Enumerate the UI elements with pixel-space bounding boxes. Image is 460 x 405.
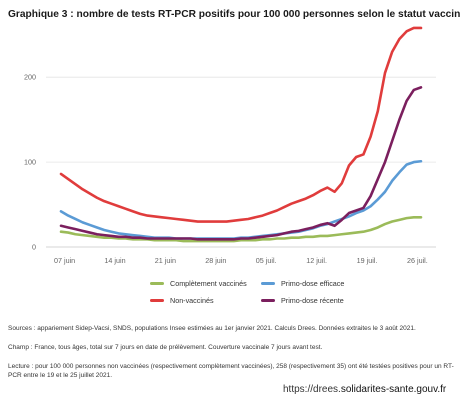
y-tick-label: 100	[24, 158, 36, 167]
sources-note: Sources : appariement Sidep-Vacsi, SNDS,…	[8, 325, 416, 332]
series-line-0	[59, 215, 423, 243]
source-url[interactable]: https://drees.solidarites-sante.gouv.fr	[283, 384, 446, 395]
y-tick-label: 0	[32, 243, 36, 252]
chart-grid	[46, 76, 436, 248]
x-tick-label: 07 juin	[54, 256, 75, 265]
chart-series-lines	[59, 26, 423, 243]
legend-swatch	[261, 299, 275, 302]
legend-swatch	[150, 282, 164, 285]
y-tick-label: 200	[24, 73, 36, 82]
legend-item-completement-vaccines: Complètement vaccinés	[150, 279, 247, 288]
legend-item-primo-dose-efficace: Primo-dose efficace	[261, 279, 344, 288]
legend-label: Complètement vaccinés	[170, 279, 247, 288]
x-tick-label: 28 juin	[205, 256, 226, 265]
legend-swatch	[150, 299, 164, 302]
lecture-note: Lecture : pour 100 000 personnes non vac…	[8, 363, 454, 379]
legend-item-primo-dose-recente: Primo-dose récente	[261, 296, 344, 305]
legend-label: Non-vaccinés	[170, 296, 214, 305]
y-axis-ticks: 0 100 200	[24, 73, 36, 252]
series-line-2	[59, 26, 423, 223]
legend-item-non-vaccines: Non-vaccinés	[150, 296, 214, 305]
legend-label: Primo-dose efficace	[281, 279, 345, 288]
line-chart: 0 100 200 07 juin 14 juin 21 juin 28 juin 05 j…	[24, 26, 436, 265]
x-tick-label: 26 juil.	[407, 256, 428, 265]
url-prefix: https://drees.	[283, 384, 341, 395]
legend-label: Primo-dose récente	[281, 296, 344, 305]
url-domain: solidarites-sante.gouv.fr	[340, 384, 447, 395]
x-tick-label: 12 juil.	[306, 256, 327, 265]
x-tick-label: 14 juin	[104, 256, 125, 265]
x-tick-label: 05 juil.	[256, 256, 277, 265]
x-tick-label: 21 juin	[155, 256, 176, 265]
x-axis-ticks: 07 juin 14 juin 21 juin 28 juin 05 juil. 12 j…	[54, 256, 428, 265]
chart-title: Graphique 3 : nombre de tests RT-PCR pos…	[8, 9, 460, 20]
legend-swatch	[261, 282, 275, 285]
champ-note: Champ : France, tous âges, total sur 7 j…	[8, 344, 323, 351]
series-line-3	[59, 86, 423, 241]
x-tick-label: 19 juil.	[357, 256, 378, 265]
